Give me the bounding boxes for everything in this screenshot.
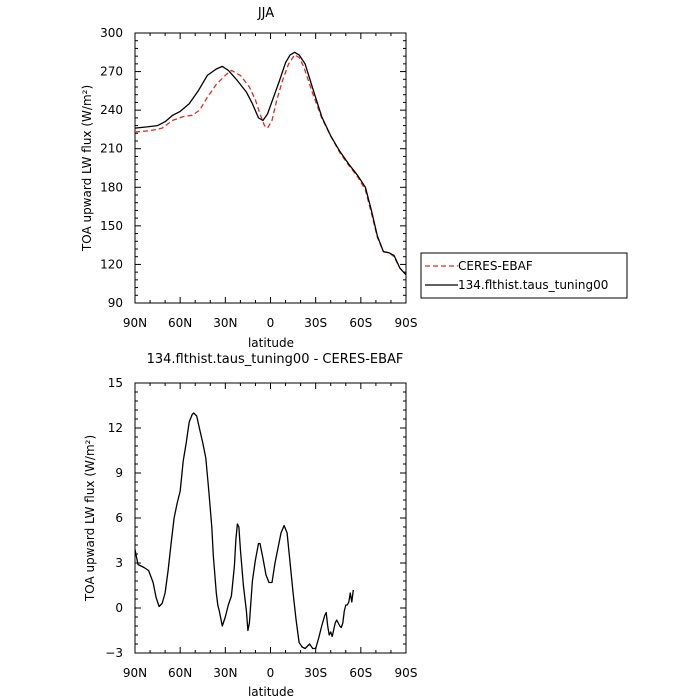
bottom-x-axis-label: latitude <box>248 685 294 699</box>
y-tick-label: 300 <box>100 26 123 40</box>
y-tick-label: 210 <box>100 142 123 156</box>
y-tick-label: 150 <box>100 219 123 233</box>
y-tick-label: 270 <box>100 65 123 79</box>
bottom-panel: 134.flthist.taus_tuning00 - CERES-EBAF 9… <box>83 352 417 699</box>
y-tick-label: 9 <box>115 466 123 480</box>
series-line-0 <box>134 412 354 650</box>
y-tick-label: 6 <box>115 511 123 525</box>
bottom-axis-ticks: 90N 60N 30N 0 30S 60S 90S −3 0 3 6 9 12 15 <box>105 376 417 680</box>
top-panel: JJA 90N 60N 30N 0 30S 60S 90S 90 120 150 180 210 240… <box>80 6 417 350</box>
x-tick-label: 90S <box>395 316 418 330</box>
legend-label-ceres: CERES-EBAF <box>458 259 533 273</box>
bottom-series-lines <box>134 412 354 650</box>
x-tick-label: 90N <box>123 316 147 330</box>
y-tick-label: 180 <box>100 180 123 194</box>
x-tick-label: 0 <box>267 666 275 680</box>
x-tick-label: 30S <box>304 666 327 680</box>
x-tick-label: 0 <box>267 316 275 330</box>
x-tick-label: 60N <box>168 666 192 680</box>
x-tick-label: 60N <box>168 316 192 330</box>
top-plot-frame <box>134 32 407 304</box>
legend: CERES-EBAF 134.flthist.taus_tuning00 <box>420 252 628 299</box>
x-tick-label: 60S <box>349 666 372 680</box>
bottom-chart-title: 134.flthist.taus_tuning00 - CERES-EBAF <box>147 352 404 367</box>
top-x-axis-label: latitude <box>248 336 294 350</box>
series-line-0 <box>134 54 407 276</box>
x-tick-label: 90N <box>123 666 147 680</box>
y-tick-label: 120 <box>100 257 123 271</box>
y-tick-label: 90 <box>108 296 123 310</box>
bottom-y-axis-label: TOA upward LW flux (W/m²) <box>83 435 97 602</box>
x-tick-label: 30N <box>213 666 237 680</box>
y-tick-label: 15 <box>108 376 123 390</box>
top-chart-title: JJA <box>257 6 274 21</box>
top-axis-ticks: 90N 60N 30N 0 30S 60S 90S 90 120 150 180 210 240 270 3… <box>100 26 417 330</box>
top-y-axis-label: TOA upward LW flux (W/m²) <box>80 85 94 252</box>
y-tick-label: 12 <box>108 421 123 435</box>
series-line-1 <box>134 51 407 276</box>
x-tick-label: 30N <box>213 316 237 330</box>
x-tick-label: 90S <box>395 666 418 680</box>
top-series-lines <box>134 51 407 276</box>
bottom-plot-frame <box>134 382 407 654</box>
y-tick-label: 240 <box>100 103 123 117</box>
x-tick-label: 30S <box>304 316 327 330</box>
x-tick-label: 60S <box>349 316 372 330</box>
y-tick-label: −3 <box>105 646 123 660</box>
y-tick-label: 3 <box>115 556 123 570</box>
legend-label-model: 134.flthist.taus_tuning00 <box>458 278 608 292</box>
legend-box <box>420 252 628 299</box>
y-tick-label: 0 <box>115 601 123 615</box>
